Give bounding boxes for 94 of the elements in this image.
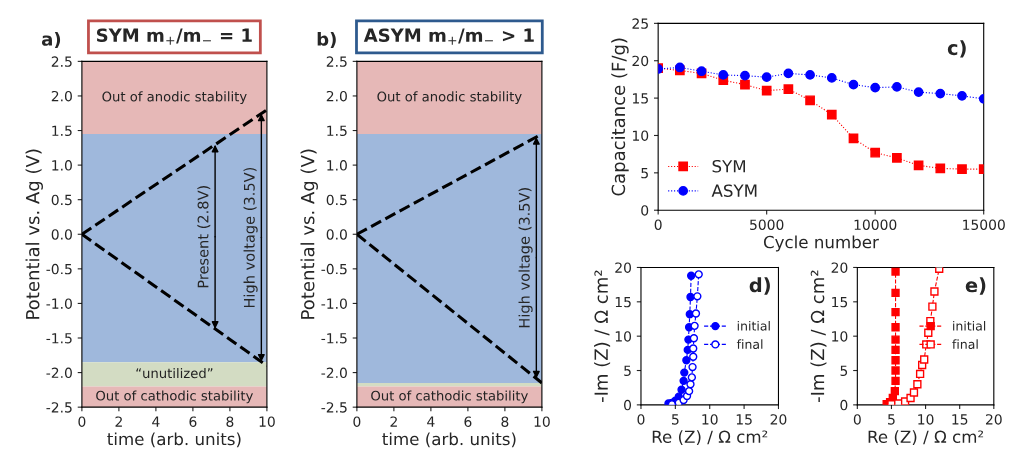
x-tick-label: 20 — [985, 414, 1002, 425]
y-tick-label: 0.0 — [51, 229, 72, 240]
y-tick-label: -0.5 — [321, 263, 347, 275]
x-axis-title: time (arb. units) — [107, 432, 241, 448]
y-tick-label: -2.0 — [46, 367, 72, 379]
y-tick-label: 5 — [641, 168, 648, 179]
x-axis-title: Re (Z) / Ω cm² — [868, 430, 984, 445]
x-tick-label: 10 — [918, 414, 934, 425]
legend-label: initial — [953, 320, 986, 331]
y-tick-label: 10 — [615, 331, 632, 342]
x-tick-label: 20 — [770, 414, 787, 425]
x-tick-label: 6 — [189, 416, 197, 427]
y-tick-label: 0 — [840, 399, 848, 411]
y-tick-label: 5 — [840, 365, 848, 376]
y-tick-label: 2.0 — [51, 90, 72, 102]
y-tick-label: 0 — [624, 399, 632, 411]
y-tick-label: 1.0 — [327, 160, 347, 171]
x-tick-label: 5 — [672, 414, 679, 425]
y-tick-label: -0.5 — [46, 263, 72, 275]
y-tick-label: -1.0 — [321, 298, 347, 309]
y-tick-label: 10 — [632, 130, 649, 141]
band-label: Out of cathodic stability — [371, 390, 528, 404]
band-label: Out of cathodic stability — [96, 390, 253, 404]
x-tick-label: 0 — [353, 416, 361, 427]
y-tick-label: -1.0 — [46, 298, 72, 309]
y-tick-label: 20 — [632, 55, 649, 67]
x-tick-label: 10 — [702, 414, 718, 425]
x-tick-label: 10000 — [854, 219, 897, 230]
legend-label: final — [952, 339, 978, 349]
y-axis-title: Potential vs. Ag (V) — [25, 149, 43, 319]
chart-title: SYM m$_{+}$/m$_{−}$ = 1 — [96, 28, 252, 45]
band-label: “unutilized” — [136, 367, 213, 379]
y-tick-label: 5 — [624, 365, 631, 376]
x-tick-label: 4 — [152, 416, 160, 427]
text: b) — [317, 31, 336, 48]
y-tick-label: 2.0 — [326, 90, 347, 102]
x-tick-label: 2 — [390, 416, 397, 427]
x-tick-label: 15 — [952, 414, 968, 425]
y-tick-label: 0.5 — [326, 194, 347, 206]
x-tick-label: 8 — [501, 416, 509, 427]
y-tick-label: 0.5 — [51, 194, 72, 206]
y-axis-title: -Im (Z) / Ω cm² — [810, 270, 827, 403]
y-tick-label: 20 — [831, 262, 848, 273]
y-tick-label: -2.5 — [46, 402, 72, 413]
legend-label: initial — [737, 320, 770, 331]
y-tick-label: 1.0 — [52, 160, 72, 171]
x-tick-label: 15000 — [963, 219, 1005, 230]
band-label: Out of anodic stability — [102, 91, 247, 105]
y-tick-label: 20 — [615, 262, 632, 273]
y-tick-label: 25 — [632, 18, 648, 29]
x-tick-label: 0 — [853, 414, 861, 425]
annotation: c) — [947, 40, 966, 58]
y-tick-label: -2.0 — [321, 367, 347, 379]
legend-label: ASYM — [711, 184, 757, 197]
x-tick-label: 2 — [115, 416, 122, 427]
x-tick-label: 5000 — [750, 219, 784, 230]
legend-label: SYM — [712, 159, 746, 173]
x-tick-label: 10 — [534, 416, 550, 427]
y-tick-label: 0 — [641, 205, 649, 216]
legend-label: final — [736, 339, 763, 349]
annotation: High voltage (3.5V) — [243, 167, 258, 308]
x-tick-label: 4 — [427, 416, 435, 427]
y-axis-title: Capacitance (F/g) — [611, 38, 629, 196]
y-axis-title: -Im (Z) / Ω cm² — [594, 270, 611, 403]
y-tick-label: 15 — [615, 296, 631, 308]
y-tick-label: 15 — [632, 93, 648, 104]
x-tick-label: 15 — [736, 414, 752, 425]
text: a) — [41, 31, 61, 48]
x-tick-label: 8 — [226, 416, 234, 427]
x-tick-label: 0 — [78, 416, 86, 427]
y-tick-label: -2.5 — [321, 402, 347, 413]
x-tick-label: 10 — [259, 416, 275, 427]
x-axis-title: Re (Z) / Ω cm² — [652, 430, 768, 445]
y-tick-label: -1.5 — [321, 333, 347, 344]
annotation: e) — [965, 277, 986, 295]
y-tick-label: 1.5 — [327, 125, 347, 136]
annotation: Present (2.8V) — [197, 186, 211, 288]
y-tick-label: -1.5 — [46, 333, 72, 344]
x-tick-label: 6 — [464, 416, 472, 427]
y-tick-label: 2.5 — [326, 56, 347, 67]
y-axis-title: Potential vs. Ag (V) — [300, 149, 318, 319]
chart-title: ASYM m$_{+}$/m$_{−}$ > 1 — [363, 28, 534, 45]
y-tick-label: 10 — [832, 331, 848, 342]
x-tick-label: 5 — [888, 414, 895, 425]
x-axis-title: Cycle number — [763, 235, 879, 252]
annotation: d) — [749, 277, 770, 295]
y-tick-label: 1.5 — [52, 125, 72, 136]
band-label: Out of anodic stability — [377, 91, 522, 105]
annotation: High voltage (3.5V) — [518, 188, 533, 328]
y-tick-label: 0.0 — [326, 229, 347, 240]
y-tick-label: 2.5 — [51, 56, 72, 67]
x-axis-title: time (arb. units) — [382, 432, 516, 448]
x-tick-label: 0 — [654, 219, 662, 230]
y-tick-label: 15 — [832, 296, 848, 308]
